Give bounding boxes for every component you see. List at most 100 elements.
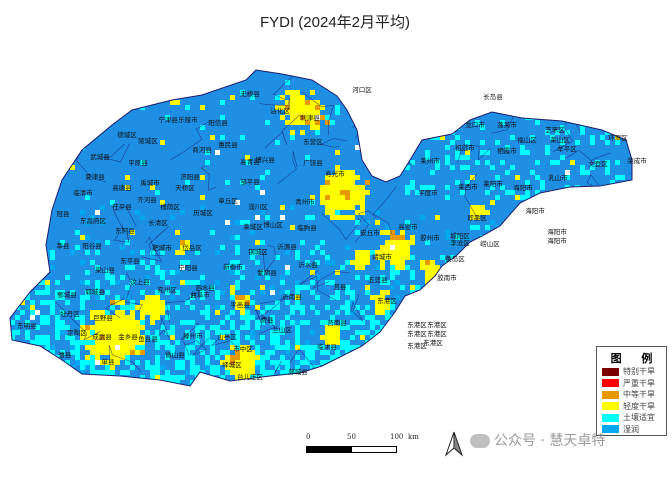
map-cell [360, 265, 365, 270]
map-cell [355, 255, 360, 260]
map-cell [360, 320, 365, 325]
map-cell [165, 305, 170, 310]
map-cell [35, 245, 40, 250]
map-cell [220, 245, 225, 250]
map-cell [90, 260, 95, 265]
map-cell [100, 380, 105, 385]
map-cell [380, 335, 385, 340]
map-cell [145, 330, 150, 335]
map-cell [280, 115, 285, 120]
map-cell [585, 330, 590, 335]
map-cell [195, 325, 200, 330]
map-cell [180, 280, 185, 285]
map-cell [335, 175, 340, 180]
map-cell [460, 325, 465, 330]
map-cell [615, 295, 620, 300]
map-cell [130, 300, 135, 305]
map-cell [490, 200, 495, 205]
map-cell [495, 140, 500, 145]
map-cell [25, 355, 30, 360]
map-cell [400, 325, 405, 330]
map-cell [460, 350, 465, 355]
map-cell [635, 100, 640, 105]
map-cell [610, 95, 615, 100]
map-cell [470, 385, 475, 386]
map-cell [80, 210, 85, 215]
map-cell [255, 215, 260, 220]
map-cell [85, 380, 90, 385]
map-cell [515, 360, 520, 365]
map-cell [145, 385, 150, 386]
map-cell [510, 240, 515, 245]
place-label: 芝罘区 [545, 125, 565, 134]
map-cell [630, 135, 632, 140]
place-label: 汶上县 [130, 277, 150, 286]
map-cell [160, 385, 165, 386]
map-cell [425, 285, 430, 290]
map-cell [30, 315, 35, 320]
map-cell [395, 360, 400, 365]
map-cell [620, 250, 625, 255]
map-cell [300, 120, 305, 125]
county-boundary [180, 323, 200, 357]
map-cell [520, 145, 525, 150]
map-cell [455, 380, 460, 385]
map-cell [110, 315, 115, 320]
map-cell [185, 105, 190, 110]
map-cell [90, 385, 95, 386]
legend: 图 例 特别干旱 严重干旱 中等干旱 轻度干旱 土壤适宜 湿润 [596, 346, 667, 436]
map-cell [295, 90, 300, 95]
map-cell [325, 190, 330, 195]
map-cell [190, 360, 195, 365]
map-cell [315, 295, 320, 300]
place-label: 博山区 [263, 220, 283, 229]
map-cell [280, 215, 285, 220]
map-cell [525, 75, 530, 80]
map-cell [300, 115, 305, 120]
map-cell [620, 335, 625, 340]
map-cell [575, 370, 580, 375]
map-cell [155, 360, 160, 365]
map-cell [425, 90, 430, 95]
map-cell [490, 70, 495, 75]
map-cell [240, 355, 245, 360]
map-cell [450, 240, 455, 245]
map-cell [590, 165, 595, 170]
map-cell [70, 335, 75, 340]
map-cell [395, 245, 400, 250]
map-cell [130, 230, 135, 235]
place-label: 鱼台县 [138, 334, 158, 343]
map-cell [185, 300, 190, 305]
legend-title: 图 例 [610, 352, 661, 365]
map-cell [175, 230, 180, 235]
map-cell [125, 320, 130, 325]
map-cell [610, 305, 615, 310]
map-cell [200, 350, 205, 355]
map-cell [410, 275, 415, 280]
place-label: 无棣县 [240, 89, 260, 98]
map-cell [50, 265, 55, 270]
map-cell [510, 235, 515, 240]
map-cell [410, 255, 415, 260]
map-cell [285, 290, 290, 295]
map-cell [520, 70, 525, 75]
map-cell [140, 340, 145, 345]
scale-tick: 100 [390, 433, 404, 441]
map-cell [430, 265, 435, 270]
map-cell [230, 270, 235, 275]
map-cell [575, 355, 580, 360]
map-cell [170, 375, 175, 380]
map-cell [90, 350, 95, 355]
map-cell [630, 105, 632, 110]
map-cell [480, 370, 485, 375]
map-cell [515, 375, 520, 380]
map-cell [455, 180, 460, 185]
map-cell [525, 225, 530, 230]
map-cell [575, 185, 580, 190]
map-cell [270, 380, 275, 385]
map-cell [555, 285, 560, 290]
map-cell [235, 295, 240, 300]
map-cell [525, 195, 530, 200]
map-cell [360, 195, 365, 200]
legend-swatch [602, 402, 619, 411]
